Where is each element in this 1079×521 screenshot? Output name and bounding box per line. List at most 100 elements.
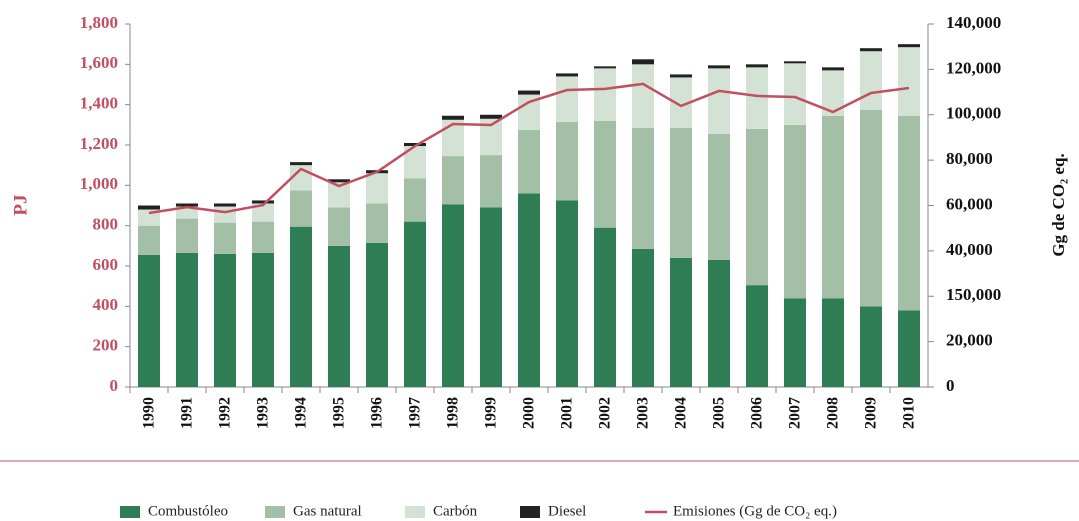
bar-segment bbox=[328, 245, 350, 387]
y-tick-label: 1,800 bbox=[80, 13, 118, 32]
y-tick-label: 200 bbox=[93, 336, 119, 355]
bar-segment bbox=[594, 120, 616, 228]
bar-segment bbox=[708, 65, 730, 69]
y-tick-label: 0 bbox=[110, 376, 119, 395]
bar-segment bbox=[556, 200, 578, 387]
bar-segment bbox=[138, 225, 160, 255]
x-tick-label: 2008 bbox=[825, 397, 842, 429]
bar-segment bbox=[670, 77, 692, 128]
bar-segment bbox=[442, 115, 464, 120]
x-tick-label: 1994 bbox=[293, 397, 310, 429]
legend-swatch bbox=[120, 506, 140, 518]
bar-segment bbox=[138, 205, 160, 210]
bar-segment bbox=[822, 67, 844, 71]
bar-segment bbox=[480, 155, 502, 208]
bar-segment bbox=[746, 67, 768, 129]
bar-segment bbox=[594, 227, 616, 387]
bar-segment bbox=[632, 248, 654, 387]
bar-segment bbox=[746, 128, 768, 286]
bar-segment bbox=[632, 127, 654, 249]
y-tick-label: 1,200 bbox=[80, 134, 118, 153]
bar-segment bbox=[784, 63, 806, 125]
bar-segment bbox=[176, 206, 198, 219]
y-tick-label: 800 bbox=[93, 215, 119, 234]
x-tick-label: 2001 bbox=[559, 397, 576, 429]
x-tick-label: 2007 bbox=[787, 397, 804, 429]
bar-segment bbox=[784, 298, 806, 387]
bar-segment bbox=[138, 209, 160, 226]
bar-segment bbox=[214, 203, 236, 207]
x-tick-label: 1993 bbox=[255, 397, 272, 429]
bar-segment bbox=[556, 76, 578, 122]
bar-segment bbox=[898, 310, 920, 387]
y2-tick-label: 80,000 bbox=[946, 149, 993, 168]
bar-segment bbox=[480, 114, 502, 119]
legend-swatch bbox=[265, 506, 285, 518]
bar-segment bbox=[670, 127, 692, 258]
bar-segment bbox=[518, 129, 540, 194]
bar-segment bbox=[252, 252, 274, 387]
bar-segment bbox=[480, 207, 502, 387]
bar-segment bbox=[252, 203, 274, 222]
bar-segment bbox=[138, 254, 160, 387]
bar-segment bbox=[746, 64, 768, 68]
bar-segment bbox=[898, 44, 920, 48]
bar-segment bbox=[290, 226, 312, 387]
y-tick-label: 1,400 bbox=[80, 94, 118, 113]
bar-segment bbox=[176, 218, 198, 253]
y2-tick-label: 60,000 bbox=[946, 194, 993, 213]
y2-tick-label: 100,000 bbox=[946, 104, 1001, 123]
bar-segment bbox=[746, 285, 768, 387]
y-axis-title: PJ bbox=[10, 194, 31, 215]
x-tick-label: 1999 bbox=[483, 397, 500, 429]
bar-segment bbox=[404, 146, 426, 179]
legend-swatch bbox=[405, 506, 425, 518]
x-tick-label: 1991 bbox=[179, 397, 196, 429]
bar-segment bbox=[518, 90, 540, 95]
x-tick-label: 1998 bbox=[445, 397, 462, 429]
legend-label: Carbón bbox=[433, 503, 478, 519]
x-tick-label: 1997 bbox=[407, 397, 424, 429]
x-tick-label: 1996 bbox=[369, 397, 386, 429]
bar-segment bbox=[328, 207, 350, 246]
bar-segment bbox=[708, 259, 730, 387]
x-tick-label: 1992 bbox=[217, 397, 234, 429]
bar-segment bbox=[404, 178, 426, 222]
x-tick-label: 1995 bbox=[331, 397, 348, 429]
bar-segment bbox=[594, 68, 616, 121]
bar-segment bbox=[632, 64, 654, 128]
x-tick-label: 2000 bbox=[521, 397, 538, 429]
y2-axis-title: Gg de CO₂ eq. bbox=[1049, 153, 1068, 256]
bar-segment bbox=[176, 203, 198, 207]
legend-swatch bbox=[520, 506, 540, 518]
bar-segment bbox=[518, 94, 540, 130]
x-tick-label: 1990 bbox=[141, 397, 158, 429]
x-tick-label: 2003 bbox=[635, 397, 652, 429]
bar-segment bbox=[556, 121, 578, 201]
bar-segment bbox=[784, 124, 806, 299]
bar-segment bbox=[252, 221, 274, 253]
y2-tick-label: 40,000 bbox=[946, 240, 993, 259]
y-tick-label: 400 bbox=[93, 295, 119, 314]
bar-segment bbox=[518, 193, 540, 387]
bar-segment bbox=[404, 142, 426, 147]
bar-segment bbox=[594, 66, 616, 69]
bar-segment bbox=[214, 253, 236, 387]
bar-segment bbox=[898, 47, 920, 116]
y2-tick-label: 150,000 bbox=[946, 285, 1001, 304]
legend-label: Emisiones (Gg de CO₂ eq.) bbox=[673, 503, 837, 519]
x-tick-label: 2004 bbox=[673, 397, 690, 429]
x-tick-label: 2006 bbox=[749, 397, 766, 429]
x-tick-label: 2009 bbox=[863, 397, 880, 429]
bar-segment bbox=[708, 133, 730, 260]
bar-segment bbox=[366, 173, 388, 204]
bar-segment bbox=[252, 200, 274, 204]
legend-label: Diesel bbox=[548, 503, 586, 519]
y2-tick-label: 0 bbox=[946, 376, 955, 395]
bar-segment bbox=[480, 118, 502, 156]
bar-segment bbox=[670, 74, 692, 78]
y-tick-label: 1,600 bbox=[80, 53, 118, 72]
bar-segment bbox=[898, 115, 920, 311]
x-tick-label: 2005 bbox=[711, 397, 728, 429]
bar-segment bbox=[632, 59, 654, 65]
